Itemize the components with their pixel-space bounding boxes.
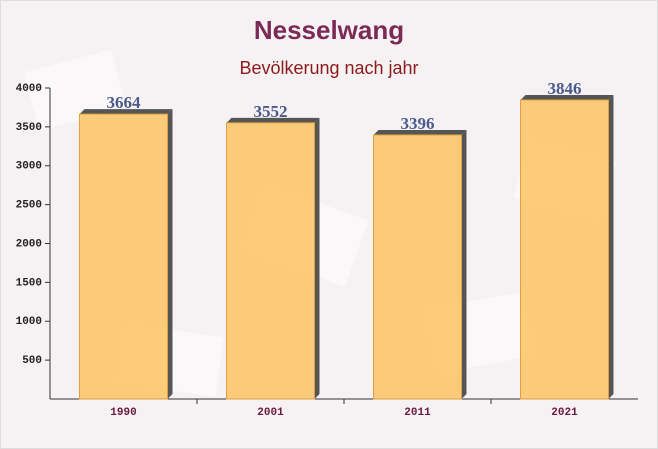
bar-shadow	[520, 94, 614, 100]
bar-shadow	[314, 117, 320, 399]
chart-subtitle: Bevölkerung nach jahr	[239, 58, 418, 78]
x-tick-label: 1990	[110, 407, 136, 419]
y-tick-label: 2000	[16, 238, 42, 250]
bar-shadow	[167, 109, 173, 400]
bar-shadow	[226, 117, 320, 123]
bar-shadow	[79, 109, 173, 115]
y-tick-label: 2500	[16, 200, 42, 212]
chart-title: Nesselwang	[254, 15, 404, 45]
value-label: 3396	[401, 114, 435, 133]
value-label: 3552	[254, 102, 288, 121]
y-tick-label: 3000	[16, 161, 42, 173]
y-tick-label: 3500	[16, 122, 42, 134]
x-tick-label: 2011	[404, 407, 431, 419]
bar-shadow	[373, 129, 467, 135]
value-label: 3846	[548, 79, 582, 98]
x-tick-label: 2001	[257, 407, 284, 419]
bar	[520, 99, 609, 400]
bar-shadow	[608, 94, 614, 399]
y-tick-label: 500	[22, 355, 42, 367]
y-tick-label: 1000	[16, 316, 42, 328]
y-tick-label: 4000	[16, 83, 42, 95]
y-tick-label: 1500	[16, 277, 42, 289]
bar	[373, 134, 462, 400]
x-tick-label: 2021	[551, 407, 578, 419]
bar	[79, 113, 168, 400]
bar-shadow	[461, 129, 467, 399]
bar	[226, 122, 315, 400]
value-label: 3664	[107, 93, 142, 112]
